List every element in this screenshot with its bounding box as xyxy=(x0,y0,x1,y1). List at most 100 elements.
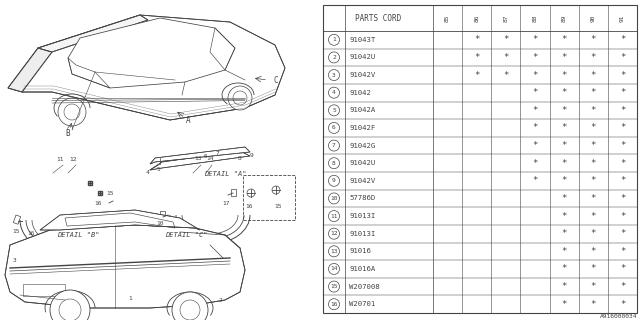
Text: 2: 2 xyxy=(218,298,222,303)
Polygon shape xyxy=(5,225,245,308)
Polygon shape xyxy=(150,147,250,164)
Text: *: * xyxy=(591,194,596,203)
Text: 91042U: 91042U xyxy=(349,160,375,166)
Text: 11: 11 xyxy=(56,157,64,162)
Polygon shape xyxy=(8,48,52,92)
Text: *: * xyxy=(532,176,538,185)
Text: *: * xyxy=(532,35,538,44)
Text: *: * xyxy=(561,194,567,203)
Text: 3: 3 xyxy=(332,73,336,77)
Polygon shape xyxy=(150,151,250,170)
Text: *: * xyxy=(561,212,567,220)
Text: 10: 10 xyxy=(330,196,338,201)
Text: *: * xyxy=(561,300,567,309)
Text: *: * xyxy=(620,176,625,185)
Text: *: * xyxy=(561,159,567,168)
Text: *: * xyxy=(532,159,538,168)
Text: *: * xyxy=(620,53,625,62)
Text: *: * xyxy=(561,53,567,62)
Text: *: * xyxy=(561,141,567,150)
Text: *: * xyxy=(532,106,538,115)
Text: 16: 16 xyxy=(94,201,102,206)
Text: 57786D: 57786D xyxy=(349,196,375,201)
Text: 7: 7 xyxy=(332,143,336,148)
Text: *: * xyxy=(532,71,538,80)
Circle shape xyxy=(228,86,252,110)
Text: *: * xyxy=(591,176,596,185)
Text: *: * xyxy=(474,35,479,44)
Text: 13: 13 xyxy=(195,156,202,161)
Text: *: * xyxy=(620,229,625,238)
Text: *: * xyxy=(620,194,625,203)
Text: 16: 16 xyxy=(330,302,338,307)
Text: 1: 1 xyxy=(332,37,336,42)
Text: *: * xyxy=(591,282,596,291)
Text: *: * xyxy=(620,71,625,80)
Polygon shape xyxy=(68,18,235,88)
Text: 86: 86 xyxy=(474,14,479,22)
Text: A: A xyxy=(186,116,191,124)
Bar xyxy=(160,211,165,219)
Text: *: * xyxy=(561,229,567,238)
Text: 6: 6 xyxy=(332,125,336,131)
Text: *: * xyxy=(591,300,596,309)
Text: *: * xyxy=(620,159,625,168)
Text: *: * xyxy=(561,176,567,185)
Circle shape xyxy=(172,292,208,320)
Polygon shape xyxy=(22,15,285,120)
Text: 91042F: 91042F xyxy=(349,125,375,131)
Bar xyxy=(13,215,20,224)
Text: *: * xyxy=(561,88,567,97)
Text: W20701: W20701 xyxy=(349,301,375,307)
Text: 87: 87 xyxy=(503,14,508,22)
Text: *: * xyxy=(532,88,538,97)
Text: 9: 9 xyxy=(250,153,254,158)
Text: *: * xyxy=(591,53,596,62)
Bar xyxy=(231,189,236,196)
Text: *: * xyxy=(561,282,567,291)
Text: *: * xyxy=(591,229,596,238)
Bar xyxy=(23,284,65,296)
Text: 15: 15 xyxy=(275,204,282,209)
Text: *: * xyxy=(561,35,567,44)
Text: 8: 8 xyxy=(238,156,242,161)
Text: 15: 15 xyxy=(106,191,114,196)
Text: 6: 6 xyxy=(203,154,207,159)
Text: 9: 9 xyxy=(332,178,336,183)
Text: 12: 12 xyxy=(330,231,338,236)
Text: *: * xyxy=(503,53,509,62)
Text: 15: 15 xyxy=(330,284,338,289)
Text: 8: 8 xyxy=(332,161,336,166)
Text: 16: 16 xyxy=(28,231,35,236)
Text: 14: 14 xyxy=(206,156,214,161)
Text: *: * xyxy=(591,106,596,115)
Text: A916000034: A916000034 xyxy=(600,314,637,318)
Text: C: C xyxy=(273,76,278,84)
Bar xyxy=(323,5,637,313)
Text: DETAIL "A": DETAIL "A" xyxy=(204,171,246,177)
Text: *: * xyxy=(591,159,596,168)
Text: 4: 4 xyxy=(146,170,150,175)
Text: 4: 4 xyxy=(332,90,336,95)
Text: 91016A: 91016A xyxy=(349,266,375,272)
Text: *: * xyxy=(620,141,625,150)
Text: 2: 2 xyxy=(332,55,336,60)
Text: 88: 88 xyxy=(532,14,538,22)
Text: *: * xyxy=(561,124,567,132)
Text: DETAIL "C": DETAIL "C" xyxy=(164,232,207,238)
Text: *: * xyxy=(561,106,567,115)
Text: *: * xyxy=(620,35,625,44)
Text: PARTS CORD: PARTS CORD xyxy=(355,13,401,22)
Polygon shape xyxy=(40,210,200,230)
Text: 91: 91 xyxy=(620,14,625,22)
Text: *: * xyxy=(591,247,596,256)
Text: 90: 90 xyxy=(591,14,596,22)
Text: *: * xyxy=(474,53,479,62)
Text: 91042V: 91042V xyxy=(349,72,375,78)
Text: *: * xyxy=(620,282,625,291)
Text: 3: 3 xyxy=(13,258,17,263)
Text: *: * xyxy=(532,124,538,132)
Text: 91016: 91016 xyxy=(349,248,371,254)
Text: *: * xyxy=(561,264,567,273)
Text: *: * xyxy=(591,88,596,97)
